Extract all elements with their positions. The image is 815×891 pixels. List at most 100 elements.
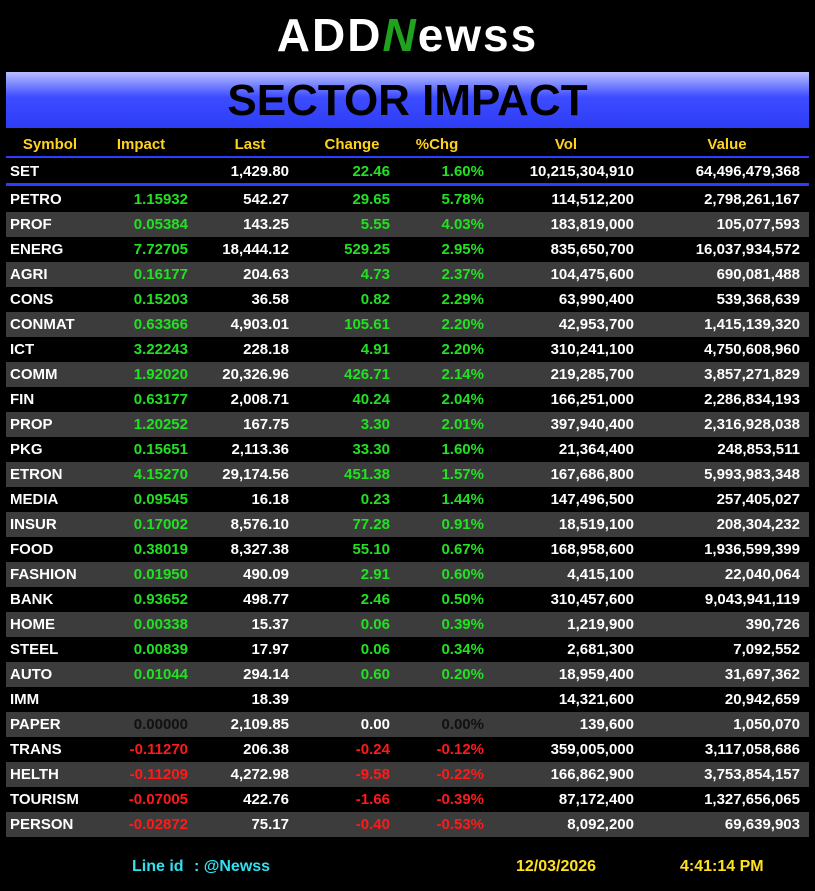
value-cell: 539,368,639	[716, 291, 800, 308]
value-cell: 1.60%	[441, 163, 484, 180]
value-cell: 0.00338	[133, 616, 188, 633]
value-cell: 359,005,000	[550, 741, 634, 758]
value-cell: 690,081,488	[716, 266, 800, 283]
row-background	[6, 537, 809, 562]
value-cell: 0.00000	[133, 716, 188, 733]
value-cell: 310,241,100	[550, 341, 634, 358]
value-cell: 3,753,854,157	[704, 766, 800, 783]
value-cell: 0.60%	[441, 566, 484, 583]
title: SECTOR IMPACT	[6, 72, 809, 128]
value-cell: 29.65	[352, 191, 390, 208]
value-cell: 31,697,362	[724, 666, 800, 683]
value-cell: 167,686,800	[550, 466, 634, 483]
column-header: Value	[707, 136, 747, 153]
value-cell: 0.63366	[133, 316, 188, 333]
value-cell: 20,326.96	[222, 366, 289, 383]
symbol: HOME	[10, 616, 55, 633]
value-cell: 0.23	[360, 491, 390, 508]
value-cell: 8,092,200	[567, 816, 634, 833]
value-cell: 4.03%	[441, 216, 484, 233]
value-cell: 105.61	[344, 316, 390, 333]
value-cell: 2.01%	[441, 416, 484, 433]
row-background	[6, 462, 809, 487]
row-background	[6, 387, 809, 412]
row-background	[6, 612, 809, 637]
value-cell: 8,576.10	[230, 516, 289, 533]
value-cell: 0.91%	[441, 516, 484, 533]
value-cell: 2,681,300	[567, 641, 634, 658]
footer-time: 4:41:14 PM	[680, 858, 764, 875]
symbol: PAPER	[10, 716, 61, 733]
value-cell: -0.39%	[436, 791, 484, 808]
value-cell: 0.15651	[133, 441, 188, 458]
row-background	[6, 287, 809, 312]
symbol: PETRO	[10, 191, 62, 208]
row-background	[6, 762, 809, 787]
row-background	[6, 662, 809, 687]
value-cell: 0.00839	[133, 641, 188, 658]
value-cell: 4,903.01	[230, 316, 289, 333]
value-cell: 1,219,900	[567, 616, 634, 633]
value-cell: -0.40	[355, 816, 390, 833]
row-background	[6, 212, 809, 237]
column-header: Symbol	[22, 136, 78, 153]
value-cell: -9.58	[355, 766, 390, 783]
value-cell: 835,650,700	[550, 241, 634, 258]
value-cell: 168,958,600	[550, 541, 634, 558]
value-cell: 208,304,232	[716, 516, 800, 533]
value-cell: 1,429.80	[230, 163, 289, 180]
value-cell: 21,364,400	[558, 441, 634, 458]
value-cell: 114,512,200	[551, 191, 634, 208]
value-cell: -0.02872	[128, 816, 188, 833]
value-cell: 0.00%	[441, 716, 484, 733]
symbol: HELTH	[10, 766, 59, 783]
symbol: IMM	[10, 691, 40, 708]
value-cell: 2,316,928,038	[704, 416, 800, 433]
value-cell: 0.09545	[133, 491, 188, 508]
value-cell: 139,600	[579, 716, 634, 733]
logo-part: N	[382, 9, 418, 61]
value-cell: -0.11270	[129, 741, 188, 758]
row-background	[6, 562, 809, 587]
value-cell: 0.17002	[133, 516, 188, 533]
value-cell: 8,327.38	[230, 541, 289, 558]
logo-part: ewss	[417, 9, 539, 61]
value-cell: 18,444.12	[222, 241, 289, 258]
symbol: FOOD	[10, 541, 54, 558]
value-cell: 0.93652	[133, 591, 188, 608]
symbol: CONS	[10, 291, 54, 308]
column-header: %Chg	[415, 136, 459, 153]
symbol: PROF	[10, 216, 52, 233]
value-cell: 64,496,479,368	[695, 163, 800, 180]
value-cell: 1,936,599,399	[704, 541, 800, 558]
symbol: ENERG	[10, 241, 64, 258]
value-cell: 4,415,100	[567, 566, 634, 583]
row-background	[6, 237, 809, 262]
row-background	[6, 412, 809, 437]
value-cell: 0.15203	[133, 291, 188, 308]
value-cell: 4,750,608,960	[704, 341, 800, 358]
symbol: AUTO	[10, 666, 53, 683]
value-cell: 2.14%	[441, 366, 484, 383]
value-cell: 0.05384	[133, 216, 188, 233]
value-cell: 0.06	[360, 641, 390, 658]
value-cell: 4.73	[360, 266, 390, 283]
value-cell: 228.18	[243, 341, 289, 358]
value-cell: 2,286,834,193	[704, 391, 800, 408]
value-cell: 147,496,500	[550, 491, 634, 508]
symbol: CONMAT	[10, 316, 75, 333]
column-header: Last	[234, 136, 266, 153]
value-cell: 0.01950	[133, 566, 188, 583]
value-cell: -0.53%	[436, 816, 484, 833]
value-cell: 0.06	[360, 616, 390, 633]
symbol: FASHION	[10, 566, 77, 583]
symbol: COMM	[10, 366, 58, 383]
value-cell: 204.63	[243, 266, 289, 283]
value-cell: 3,857,271,829	[704, 366, 800, 383]
row-background	[6, 737, 809, 762]
value-cell: 219,285,700	[550, 366, 634, 383]
value-cell: 0.16177	[133, 266, 188, 283]
value-cell: 490.09	[243, 566, 289, 583]
value-cell: 390,726	[745, 616, 800, 633]
value-cell: 33.30	[352, 441, 390, 458]
